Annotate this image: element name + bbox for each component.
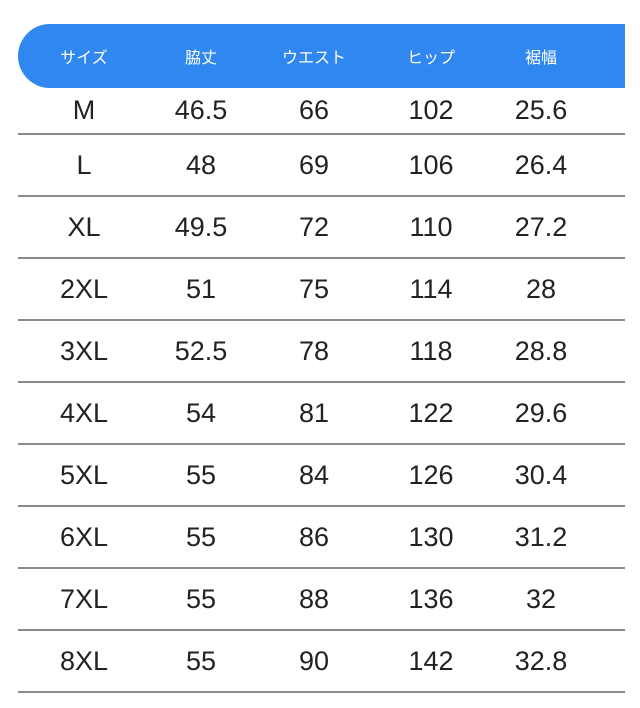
cell-side-length: 55 [185,645,217,676]
cell-size: 3XL [59,335,109,366]
cell-hem-width: 26.4 [514,149,568,180]
cell-size: 5XL [59,459,109,490]
cell-hip: 126 [408,459,454,490]
cell-waist: 84 [298,459,330,490]
table-row: 4XL 54 81 122 29.6 [18,383,625,445]
cell-hem-width: 28.8 [514,335,568,366]
cell-side-length: 51 [185,273,217,304]
cell-size: XL [67,211,101,242]
cell-waist: 90 [298,645,330,676]
cell-hip: 130 [408,521,454,552]
header-hip: ヒップ [406,48,455,67]
cell-waist: 69 [298,149,330,180]
header-hem-width: 裾幅 [524,48,557,67]
table-row: 5XL 55 84 126 30.4 [18,445,625,507]
cell-size: 4XL [59,397,109,428]
cell-hip: 122 [408,397,454,428]
table-row: XL 49.5 72 110 27.2 [18,197,625,259]
cell-waist: 75 [298,273,330,304]
cell-hip: 142 [408,645,454,676]
cell-hip: 114 [409,273,453,304]
cell-waist: 81 [298,397,330,428]
cell-side-length: 49.5 [174,211,228,242]
table-row: 7XL 55 88 136 32 [18,569,625,631]
cell-hem-width: 30.4 [514,459,568,490]
cell-side-length: 55 [185,459,217,490]
table-body: M 46.5 66 102 25.6 L 48 69 106 26.4 XL 49.5 72 110 27.… [18,88,625,693]
cell-hem-width: 27.2 [514,211,568,242]
cell-hip: 106 [408,149,454,180]
cell-waist: 66 [298,95,330,125]
cell-hem-width: 32.8 [514,645,568,676]
cell-hem-width: 28 [525,273,557,304]
cell-size: 7XL [59,583,109,614]
header-side-length: 脇丈 [184,48,217,67]
cell-waist: 86 [298,521,330,552]
cell-size: 8XL [59,645,109,676]
table-row: 6XL 55 86 130 31.2 [18,507,625,569]
table-row: 3XL 52.5 78 118 28.8 [18,321,625,383]
size-chart-table: サイズ 脇丈 ウエスト ヒップ 裾幅 M 46.5 66 102 25.6 L 48 69 10… [18,24,625,693]
cell-hip: 102 [408,95,454,125]
cell-hem-width: 32 [525,583,557,614]
cell-waist: 72 [298,211,330,242]
cell-size: L [76,149,92,180]
cell-hip: 118 [409,335,453,366]
header-waist: ウエスト [281,48,346,67]
cell-size: 6XL [59,521,109,552]
cell-side-length: 48 [185,149,217,180]
cell-hem-width: 29.6 [514,397,568,428]
table-row: L 48 69 106 26.4 [18,135,625,197]
cell-side-length: 52.5 [174,335,228,366]
cell-side-length: 54 [185,397,217,428]
cell-waist: 78 [298,335,330,366]
table-row: 8XL 55 90 142 32.8 [18,631,625,693]
cell-size: 2XL [59,273,109,304]
cell-side-length: 55 [185,583,217,614]
cell-hip: 136 [408,583,454,614]
table-header: サイズ 脇丈 ウエスト ヒップ 裾幅 [18,24,625,88]
cell-side-length: 46.5 [174,95,228,125]
cell-hem-width: 31.2 [514,521,568,552]
cell-size: M [72,95,96,125]
cell-side-length: 55 [185,521,217,552]
table-row: M 46.5 66 102 25.6 [18,88,625,135]
cell-hip: 110 [409,211,453,242]
header-size: サイズ [60,48,108,67]
table-row: 2XL 51 75 114 28 [18,259,625,321]
cell-waist: 88 [298,583,330,614]
cell-hem-width: 25.6 [514,95,568,125]
